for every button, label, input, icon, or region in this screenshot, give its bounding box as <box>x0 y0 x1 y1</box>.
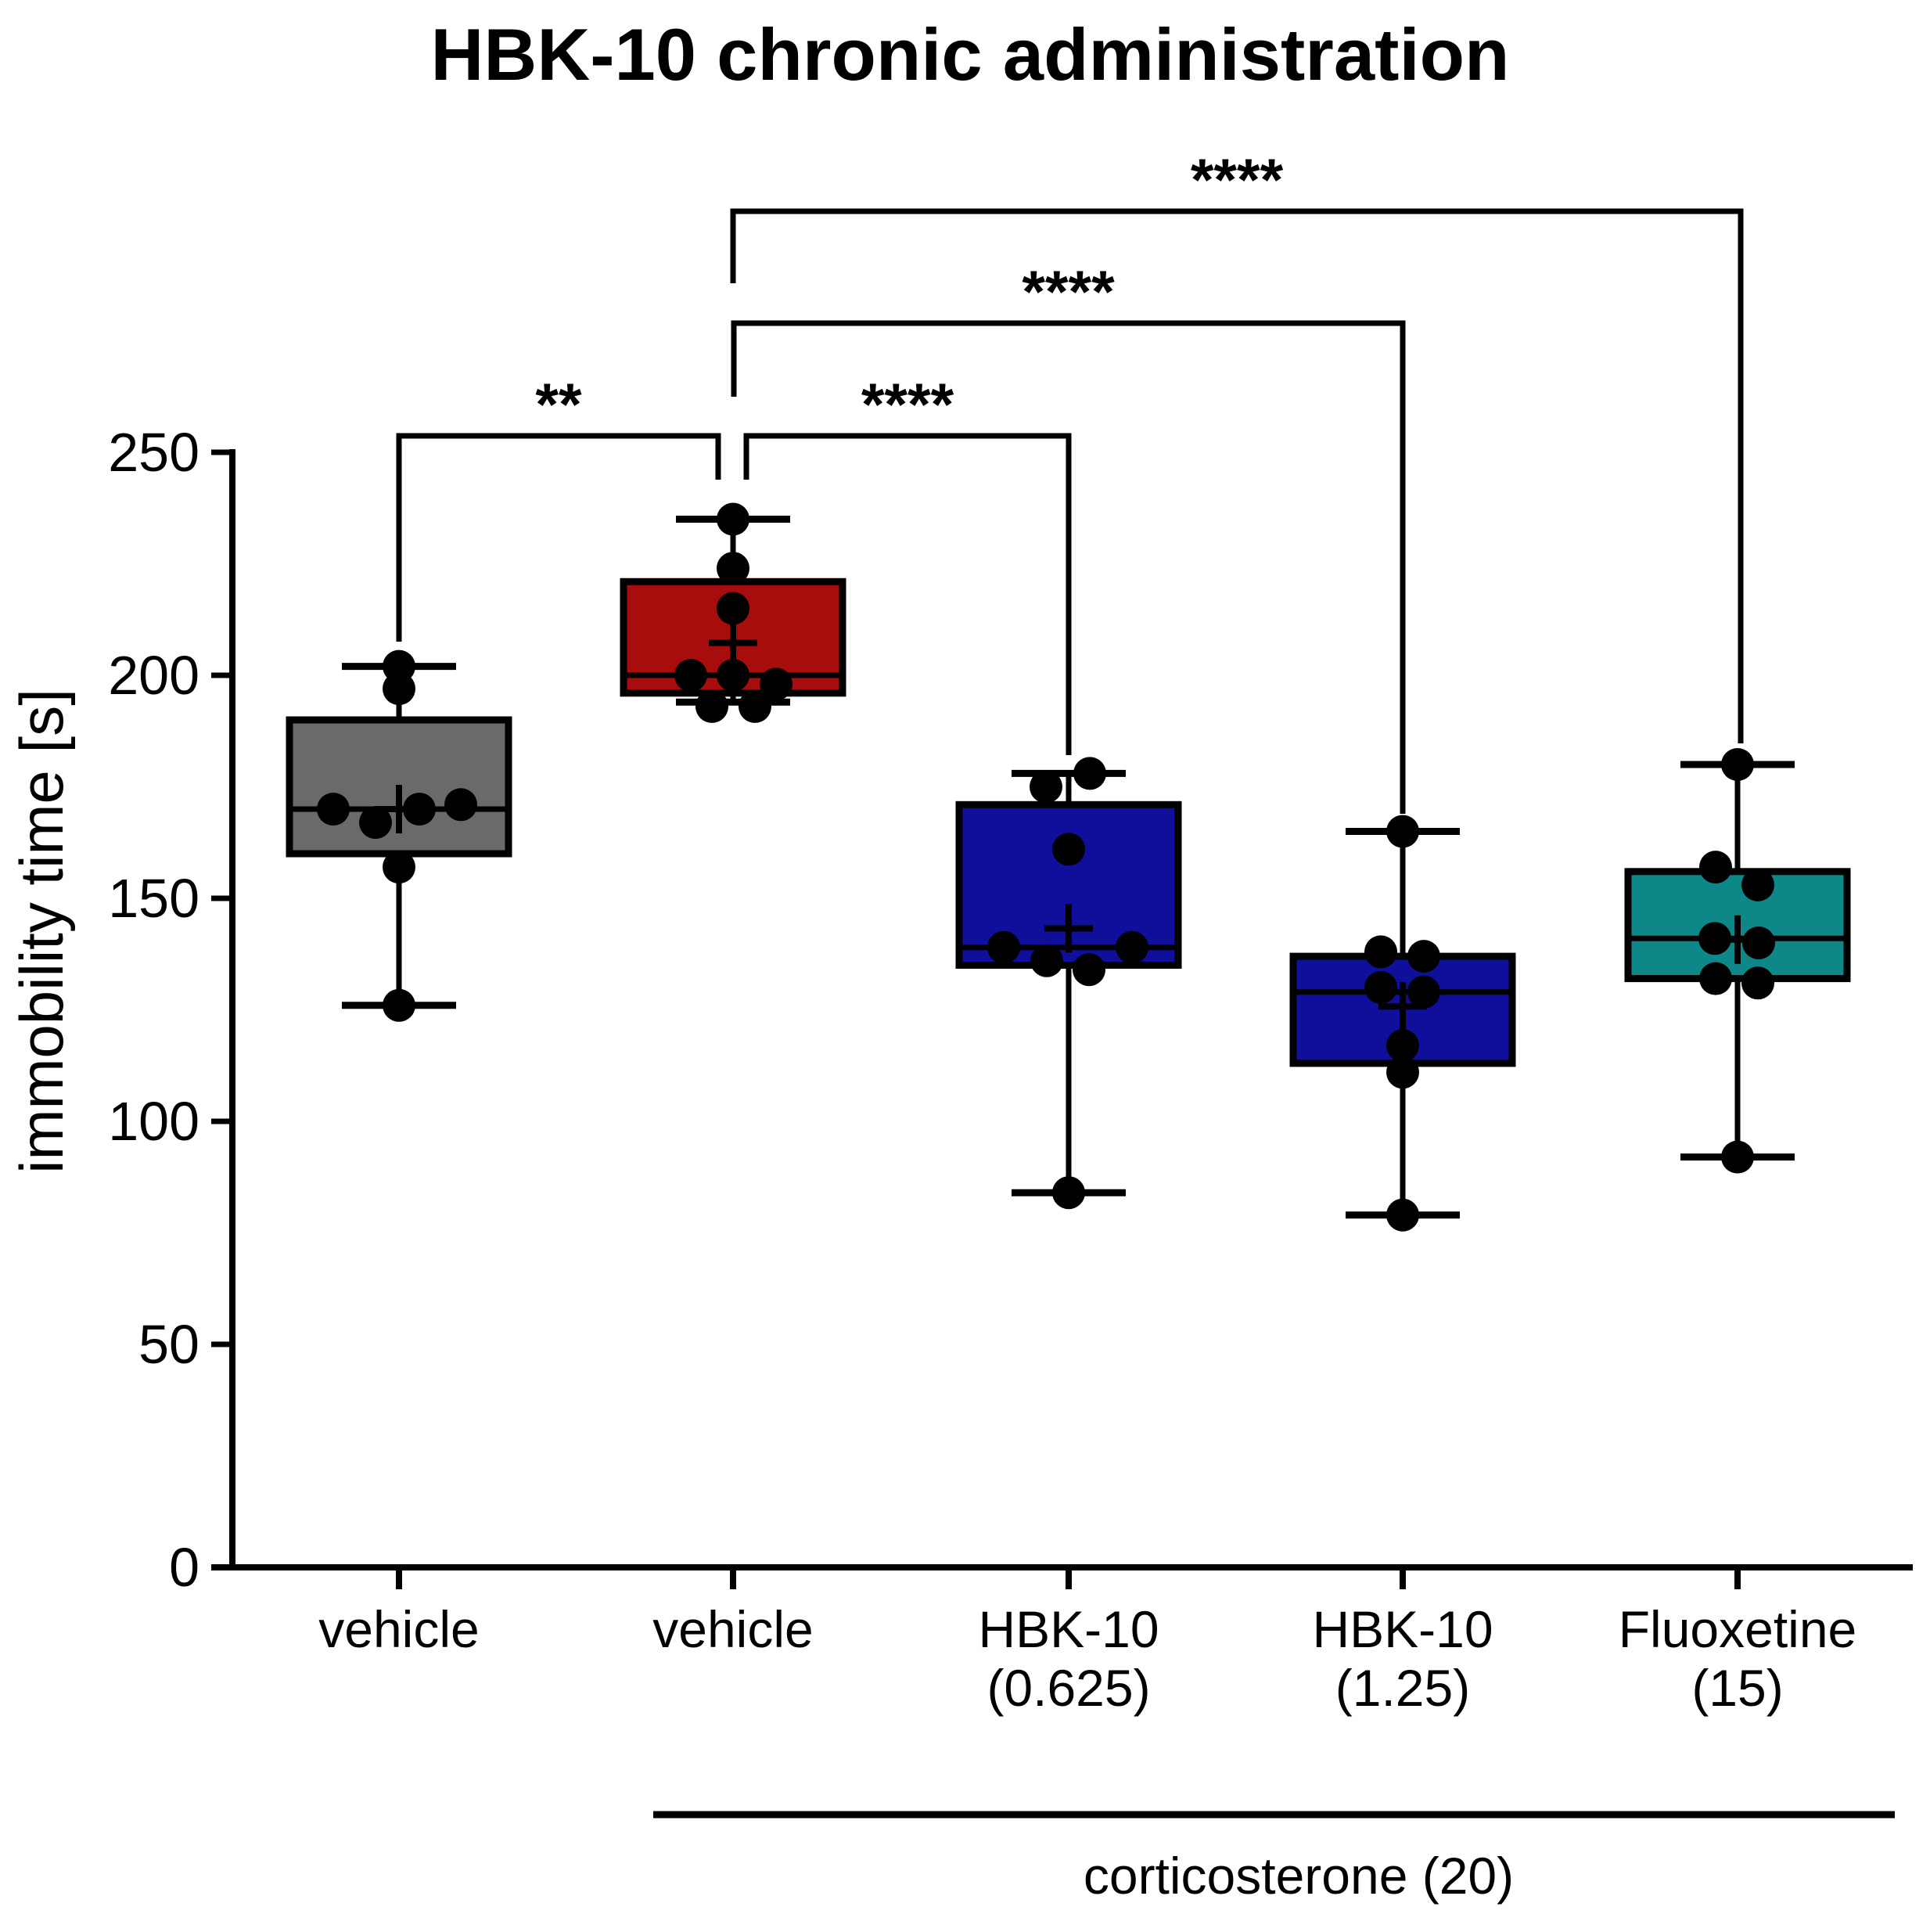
y-tick-label: 150 <box>108 868 199 929</box>
box-group-1: vehicle <box>620 502 846 1658</box>
y-axis-title: immobility time [s] <box>7 689 76 1174</box>
significance-bracket: **** <box>743 372 1072 755</box>
data-point <box>444 788 477 822</box>
data-point <box>717 659 749 692</box>
data-point <box>674 659 707 692</box>
data-point <box>383 851 415 884</box>
data-point <box>1721 1140 1754 1174</box>
chart-title: HBK-10 chronic administration <box>431 13 1510 95</box>
data-point <box>383 672 415 706</box>
data-point <box>1699 962 1732 995</box>
data-point <box>1407 940 1440 973</box>
data-point <box>1364 935 1397 969</box>
data-point <box>1030 944 1063 977</box>
data-point <box>1073 953 1105 987</box>
significance-bracket: **** <box>731 259 1406 814</box>
data-point <box>717 592 749 625</box>
data-point <box>1364 971 1397 1004</box>
bracket-line <box>396 433 721 642</box>
data-point <box>317 793 350 826</box>
data-point <box>760 667 792 701</box>
bracket-line <box>730 208 1744 743</box>
data-point <box>717 502 749 536</box>
data-point <box>383 988 415 1022</box>
y-tick-label: 250 <box>108 422 199 483</box>
data-point <box>739 689 771 723</box>
significance-label: **** <box>861 372 954 438</box>
data-point <box>1073 757 1106 790</box>
y-tick-label: 50 <box>138 1314 199 1375</box>
x-axis-group-label: vehicle <box>318 1600 479 1658</box>
box-group-3: HBK-10(1.25) <box>1289 815 1516 1717</box>
x-axis-group-label: Fluoxetine <box>1619 1600 1857 1658</box>
data-point <box>1721 748 1754 781</box>
data-point <box>403 793 436 826</box>
data-point <box>1407 975 1440 1009</box>
data-point <box>1116 930 1148 964</box>
data-point <box>1742 926 1775 959</box>
significance-label: ** <box>535 372 582 438</box>
bracket-line <box>743 433 1072 755</box>
data-point <box>1698 922 1731 955</box>
data-point <box>1030 770 1062 804</box>
data-point <box>987 930 1020 964</box>
data-point <box>695 689 728 723</box>
x-axis-group-label: (0.625) <box>987 1659 1150 1717</box>
data-point <box>1386 1198 1419 1232</box>
x-axis-group-label: HBK-10 <box>978 1600 1159 1658</box>
significance-bracket: ** <box>396 372 721 642</box>
significance-bracket: **** <box>730 147 1744 743</box>
y-tick-label: 100 <box>108 1091 199 1152</box>
box-group-2: HBK-10(0.625) <box>955 757 1182 1717</box>
x-axis-group-label: HBK-10 <box>1312 1600 1493 1658</box>
data-point <box>1699 851 1732 884</box>
y-tick-label: 200 <box>108 645 199 706</box>
x-axis-group-label: (1.25) <box>1335 1659 1470 1717</box>
data-point <box>1052 833 1085 866</box>
data-point <box>717 552 749 585</box>
significance-label: **** <box>1022 259 1115 326</box>
data-point <box>1386 1056 1419 1089</box>
data-point <box>1386 815 1419 848</box>
data-point <box>1741 966 1774 1000</box>
significance-label: **** <box>1191 147 1284 214</box>
bracket-line <box>731 320 1406 814</box>
data-point <box>1386 1029 1419 1063</box>
x-axis-group-label: vehicle <box>652 1600 813 1658</box>
box-group-4: Fluoxetine(15) <box>1619 748 1857 1717</box>
y-tick-label: 0 <box>169 1537 199 1598</box>
data-point <box>1741 868 1774 901</box>
treatment-group-label: corticosterone (20) <box>1084 1847 1514 1905</box>
data-point <box>1052 1176 1085 1210</box>
box-group-0: vehicle <box>286 649 512 1658</box>
data-point <box>359 806 392 840</box>
x-axis-group-label: (15) <box>1691 1659 1783 1717</box>
